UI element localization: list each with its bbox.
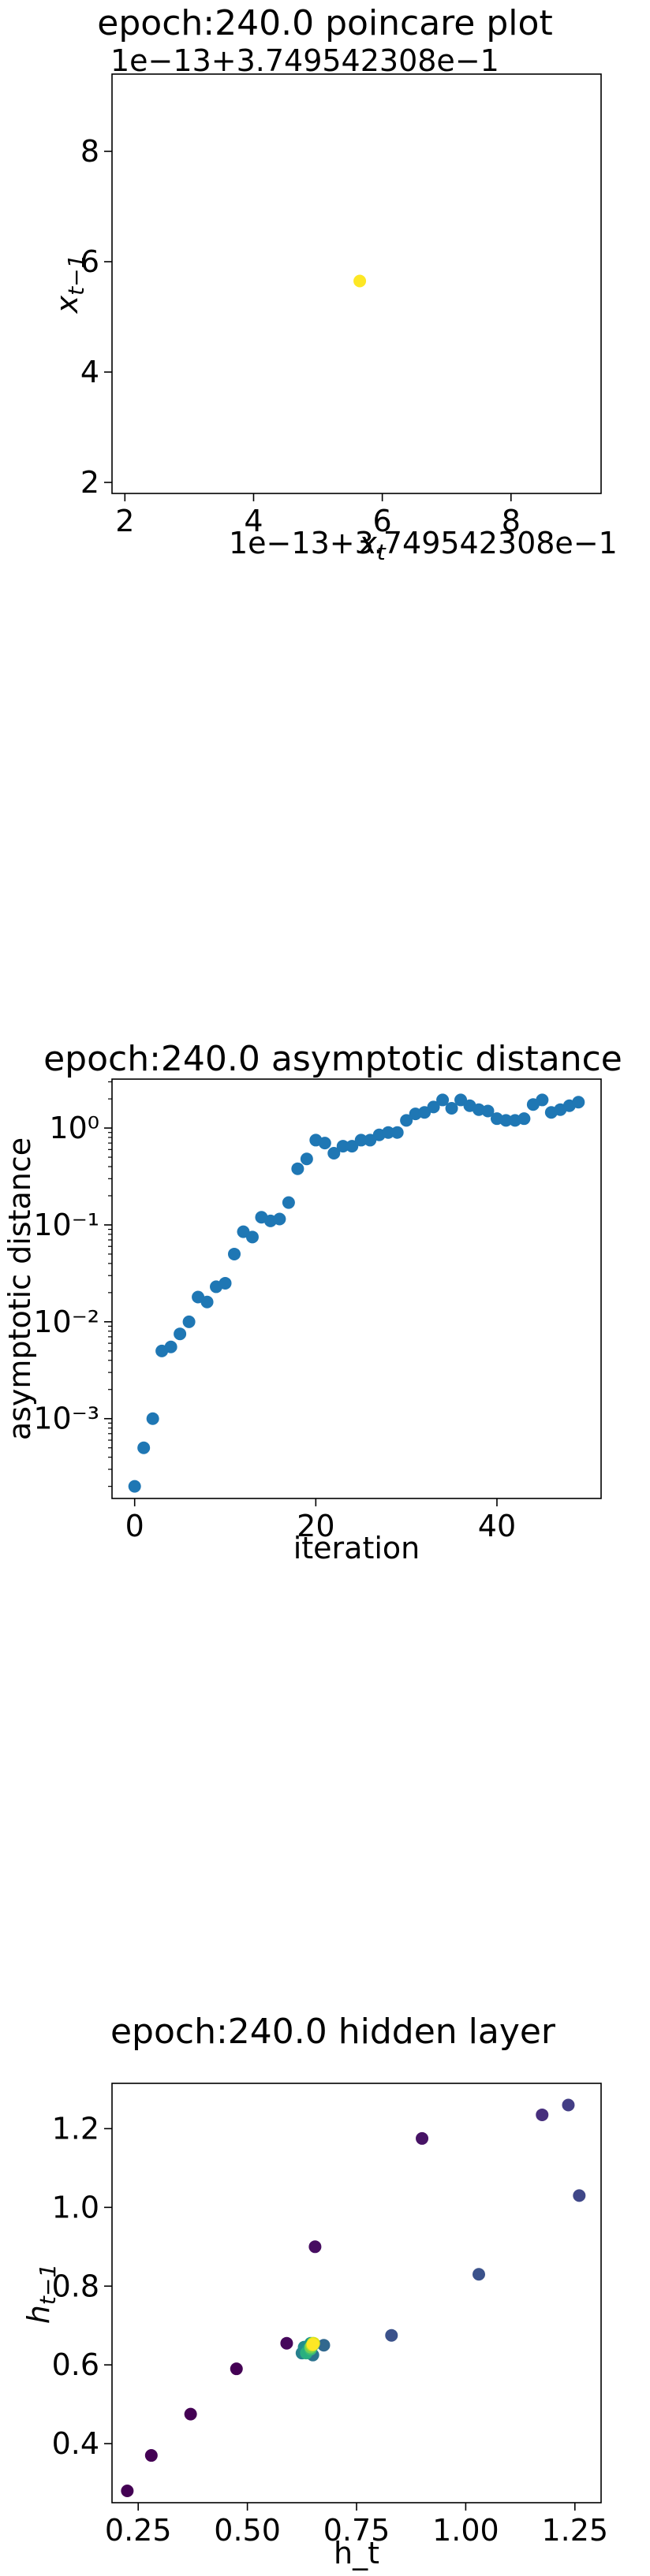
- data-point: [308, 2240, 322, 2254]
- y-tick-label: 4: [80, 355, 99, 389]
- x-tick-label: 0.75: [323, 2513, 390, 2548]
- y-tick-label: 10⁻¹: [33, 1208, 99, 1242]
- y-tick-label: 1.0: [52, 2190, 99, 2224]
- data-point: [499, 1114, 513, 1127]
- y-tick-label: 0.6: [52, 2347, 99, 2382]
- hidden-layer-chart: epoch:240.0 hidden layer 0.25 0.50 0.75 1.0…: [21, 2012, 608, 2570]
- asymptotic-distance-chart: epoch:240.0 asymptotic distance 0 20 40 10…: [2, 1039, 622, 1565]
- y-tick-label: 10⁻³: [33, 1402, 99, 1436]
- data-point: [354, 1134, 368, 1147]
- data-point: [245, 1230, 259, 1244]
- data-point: [146, 1412, 159, 1425]
- data-point: [400, 1114, 413, 1127]
- asymptotic-chart-title: epoch:240.0 asymptotic distance: [43, 1039, 622, 1079]
- x-tick-label: 1.00: [432, 2513, 499, 2548]
- data-point: [282, 1196, 295, 1209]
- data-point: [318, 1137, 331, 1150]
- x-tick-label: 1.25: [541, 2513, 608, 2548]
- x-tick-label: 20: [297, 1509, 334, 1543]
- hidden-layer-chart-title: epoch:240.0 hidden layer: [110, 2012, 556, 2052]
- data-point: [382, 1126, 395, 1139]
- poincare-y-ticks: 2 4 6 8: [80, 134, 112, 500]
- poincare-x-ticks: 2 4 6 8: [115, 493, 521, 538]
- data-point: [137, 1441, 151, 1454]
- x-tick-label: 0.50: [214, 2513, 281, 2548]
- data-point: [164, 1340, 177, 1353]
- data-point: [346, 1140, 359, 1153]
- y-tick-label: 10⁰: [49, 1111, 99, 1145]
- y-tick-label: 1.2: [52, 2111, 99, 2146]
- x-tick-label: 2: [115, 504, 134, 538]
- hidden-layer-plot-area: [111, 2083, 602, 2503]
- data-point: [416, 2131, 429, 2145]
- data-point: [353, 274, 367, 288]
- y-tick-label: 2: [80, 465, 99, 500]
- data-point: [481, 1104, 495, 1118]
- y-tick-label: 8: [80, 134, 99, 169]
- asymptotic-points: [128, 1093, 585, 1493]
- asymptotic-x-axis-label: iteration: [293, 1531, 420, 1565]
- x-tick-label: 0: [125, 1509, 144, 1543]
- data-point: [182, 1315, 196, 1328]
- data-point: [200, 1295, 214, 1308]
- data-point: [121, 2485, 134, 2498]
- data-point: [327, 1146, 341, 1160]
- poincare-x-axis-label: xt: [358, 526, 387, 565]
- data-point: [228, 1247, 241, 1260]
- poincare-points: [353, 274, 367, 288]
- data-point: [128, 1480, 141, 1493]
- poincare-y-axis-label: xt−1: [50, 255, 89, 315]
- data-point: [144, 2449, 158, 2462]
- hidden-layer-x-axis-label: h_t: [334, 2536, 379, 2570]
- data-point: [517, 1112, 531, 1126]
- poincare-chart-title: epoch:240.0 poincare plot: [97, 3, 552, 43]
- data-point: [317, 2339, 331, 2352]
- asymptotic-y-ticks: 10⁻³ 10⁻² 10⁻¹ 10⁰: [33, 1081, 112, 1487]
- x-tick-label: 0.25: [105, 2513, 172, 2548]
- data-point: [418, 1106, 431, 1119]
- asymptotic-x-ticks: 0 20 40: [125, 1498, 516, 1543]
- y-tick-label: 10⁻²: [33, 1305, 99, 1339]
- data-point: [291, 1162, 304, 1175]
- data-point: [445, 1101, 458, 1115]
- hidden-layer-y-ticks: 0.4 0.6 0.8 1.0 1.2: [52, 2111, 112, 2461]
- poincare-chart: epoch:240.0 poincare plot 1e−13+3.749542…: [50, 3, 618, 565]
- data-point: [536, 2108, 549, 2121]
- x-tick-label: 8: [502, 504, 521, 538]
- data-point: [436, 1093, 450, 1107]
- data-point: [174, 1327, 187, 1341]
- data-point: [473, 2268, 485, 2281]
- data-point: [572, 1096, 585, 1109]
- data-point: [385, 2328, 398, 2342]
- data-point: [536, 1093, 549, 1107]
- hidden-layer-y-axis-label: ht−1: [21, 2264, 61, 2324]
- hidden-layer-points: [121, 2098, 586, 2498]
- data-point: [280, 2336, 293, 2350]
- asymptotic-y-axis-label: asymptotic distance: [2, 1137, 37, 1440]
- poincare-x-offset-text: 1e−13+3.749542308e−1: [229, 526, 618, 560]
- x-tick-label: 4: [244, 504, 263, 538]
- y-tick-label: 0.4: [52, 2426, 99, 2461]
- data-point: [336, 1140, 349, 1153]
- data-point: [300, 1152, 313, 1166]
- poincare-plot-area: [111, 73, 602, 494]
- poincare-y-offset-text: 1e−13+3.749542308e−1: [110, 43, 499, 78]
- x-tick-label: 6: [373, 504, 392, 538]
- data-point: [230, 2362, 243, 2376]
- data-point: [219, 1276, 232, 1290]
- data-point: [562, 2098, 575, 2112]
- y-tick-label: 6: [80, 244, 99, 279]
- asymptotic-plot-area: [111, 1078, 602, 1499]
- data-point: [306, 2338, 319, 2351]
- data-point: [427, 1100, 440, 1114]
- data-point: [573, 2189, 586, 2202]
- y-tick-label: 0.8: [52, 2269, 99, 2303]
- data-point: [273, 1212, 286, 1226]
- data-point: [454, 1093, 468, 1107]
- hidden-layer-x-ticks: 0.25 0.50 0.75 1.00 1.25: [105, 2503, 608, 2548]
- data-point: [184, 2407, 197, 2421]
- data-point: [390, 1126, 404, 1139]
- x-tick-label: 40: [478, 1509, 516, 1543]
